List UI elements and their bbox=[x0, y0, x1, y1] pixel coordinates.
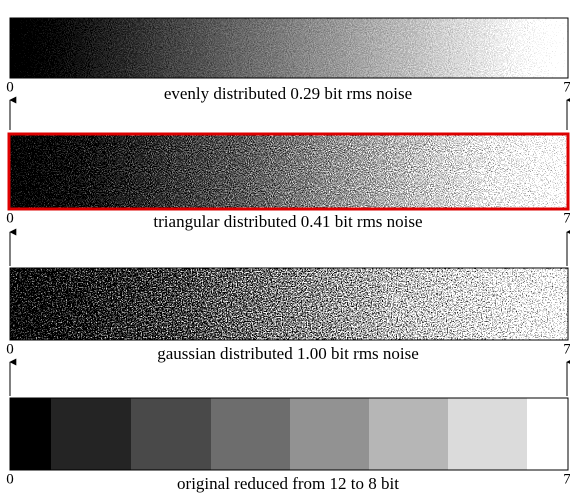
scale-min: 0 bbox=[6, 341, 14, 357]
gray-step bbox=[211, 398, 290, 470]
scale-min: 0 bbox=[6, 471, 14, 487]
scale-max: 7 bbox=[563, 210, 570, 226]
caption: gaussian distributed 1.00 bit rms noise bbox=[157, 344, 419, 363]
caption: triangular distributed 0.41 bit rms nois… bbox=[153, 212, 422, 231]
strip-border bbox=[9, 267, 569, 341]
gray-step bbox=[290, 398, 369, 470]
scale-max: 7 bbox=[563, 341, 570, 357]
gray-step bbox=[131, 398, 211, 470]
scale-min: 0 bbox=[6, 79, 14, 95]
gray-step bbox=[51, 398, 131, 470]
caption: evenly distributed 0.29 bit rms noise bbox=[164, 84, 412, 103]
noise-strip bbox=[10, 18, 568, 78]
gray-steps bbox=[10, 398, 568, 470]
noise-strip bbox=[10, 135, 567, 208]
selection-box bbox=[7, 132, 570, 211]
gray-step bbox=[10, 398, 51, 470]
strip-border bbox=[9, 17, 569, 79]
scale-min: 0 bbox=[6, 210, 14, 226]
strip-border bbox=[9, 397, 569, 471]
noise-strip bbox=[10, 268, 568, 340]
gray-step bbox=[448, 398, 527, 470]
gray-step bbox=[527, 398, 568, 470]
scale-max: 7 bbox=[563, 471, 570, 487]
caption: original reduced from 12 to 8 bit bbox=[177, 474, 399, 493]
scale-max: 7 bbox=[563, 79, 570, 95]
gray-step bbox=[369, 398, 448, 470]
